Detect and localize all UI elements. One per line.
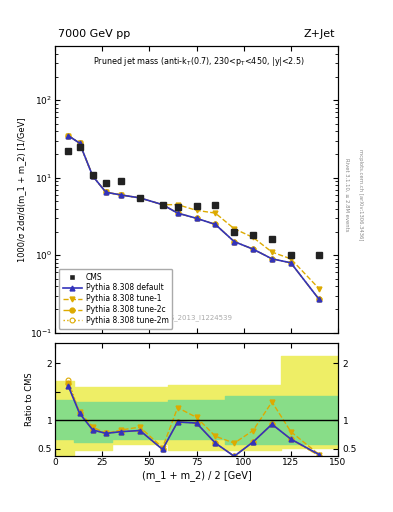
Text: mcplots.cern.ch [arXiv:1306.3436]: mcplots.cern.ch [arXiv:1306.3436] — [358, 149, 363, 240]
Text: CMS_2013_I1224539: CMS_2013_I1224539 — [160, 314, 233, 322]
Text: Pruned jet mass (anti-k$_\mathregular{T}$(0.7), 230<p$_\mathregular{T}$<450, |y|: Pruned jet mass (anti-k$_\mathregular{T}… — [88, 55, 305, 68]
Text: 7000 GeV pp: 7000 GeV pp — [58, 29, 130, 39]
Y-axis label: Ratio to CMS: Ratio to CMS — [25, 373, 34, 426]
Legend: CMS, Pythia 8.308 default, Pythia 8.308 tune-1, Pythia 8.308 tune-2c, Pythia 8.3: CMS, Pythia 8.308 default, Pythia 8.308 … — [59, 269, 172, 329]
X-axis label: (m_1 + m_2) / 2 [GeV]: (m_1 + m_2) / 2 [GeV] — [141, 470, 252, 481]
Text: Z+Jet: Z+Jet — [304, 29, 335, 39]
Text: Rivet 3.1.10, ≥ 2.8M events: Rivet 3.1.10, ≥ 2.8M events — [344, 158, 349, 231]
Y-axis label: 1000/σ 2dσ/d(m_1 + m_2) [1/GeV]: 1000/σ 2dσ/d(m_1 + m_2) [1/GeV] — [17, 117, 26, 262]
